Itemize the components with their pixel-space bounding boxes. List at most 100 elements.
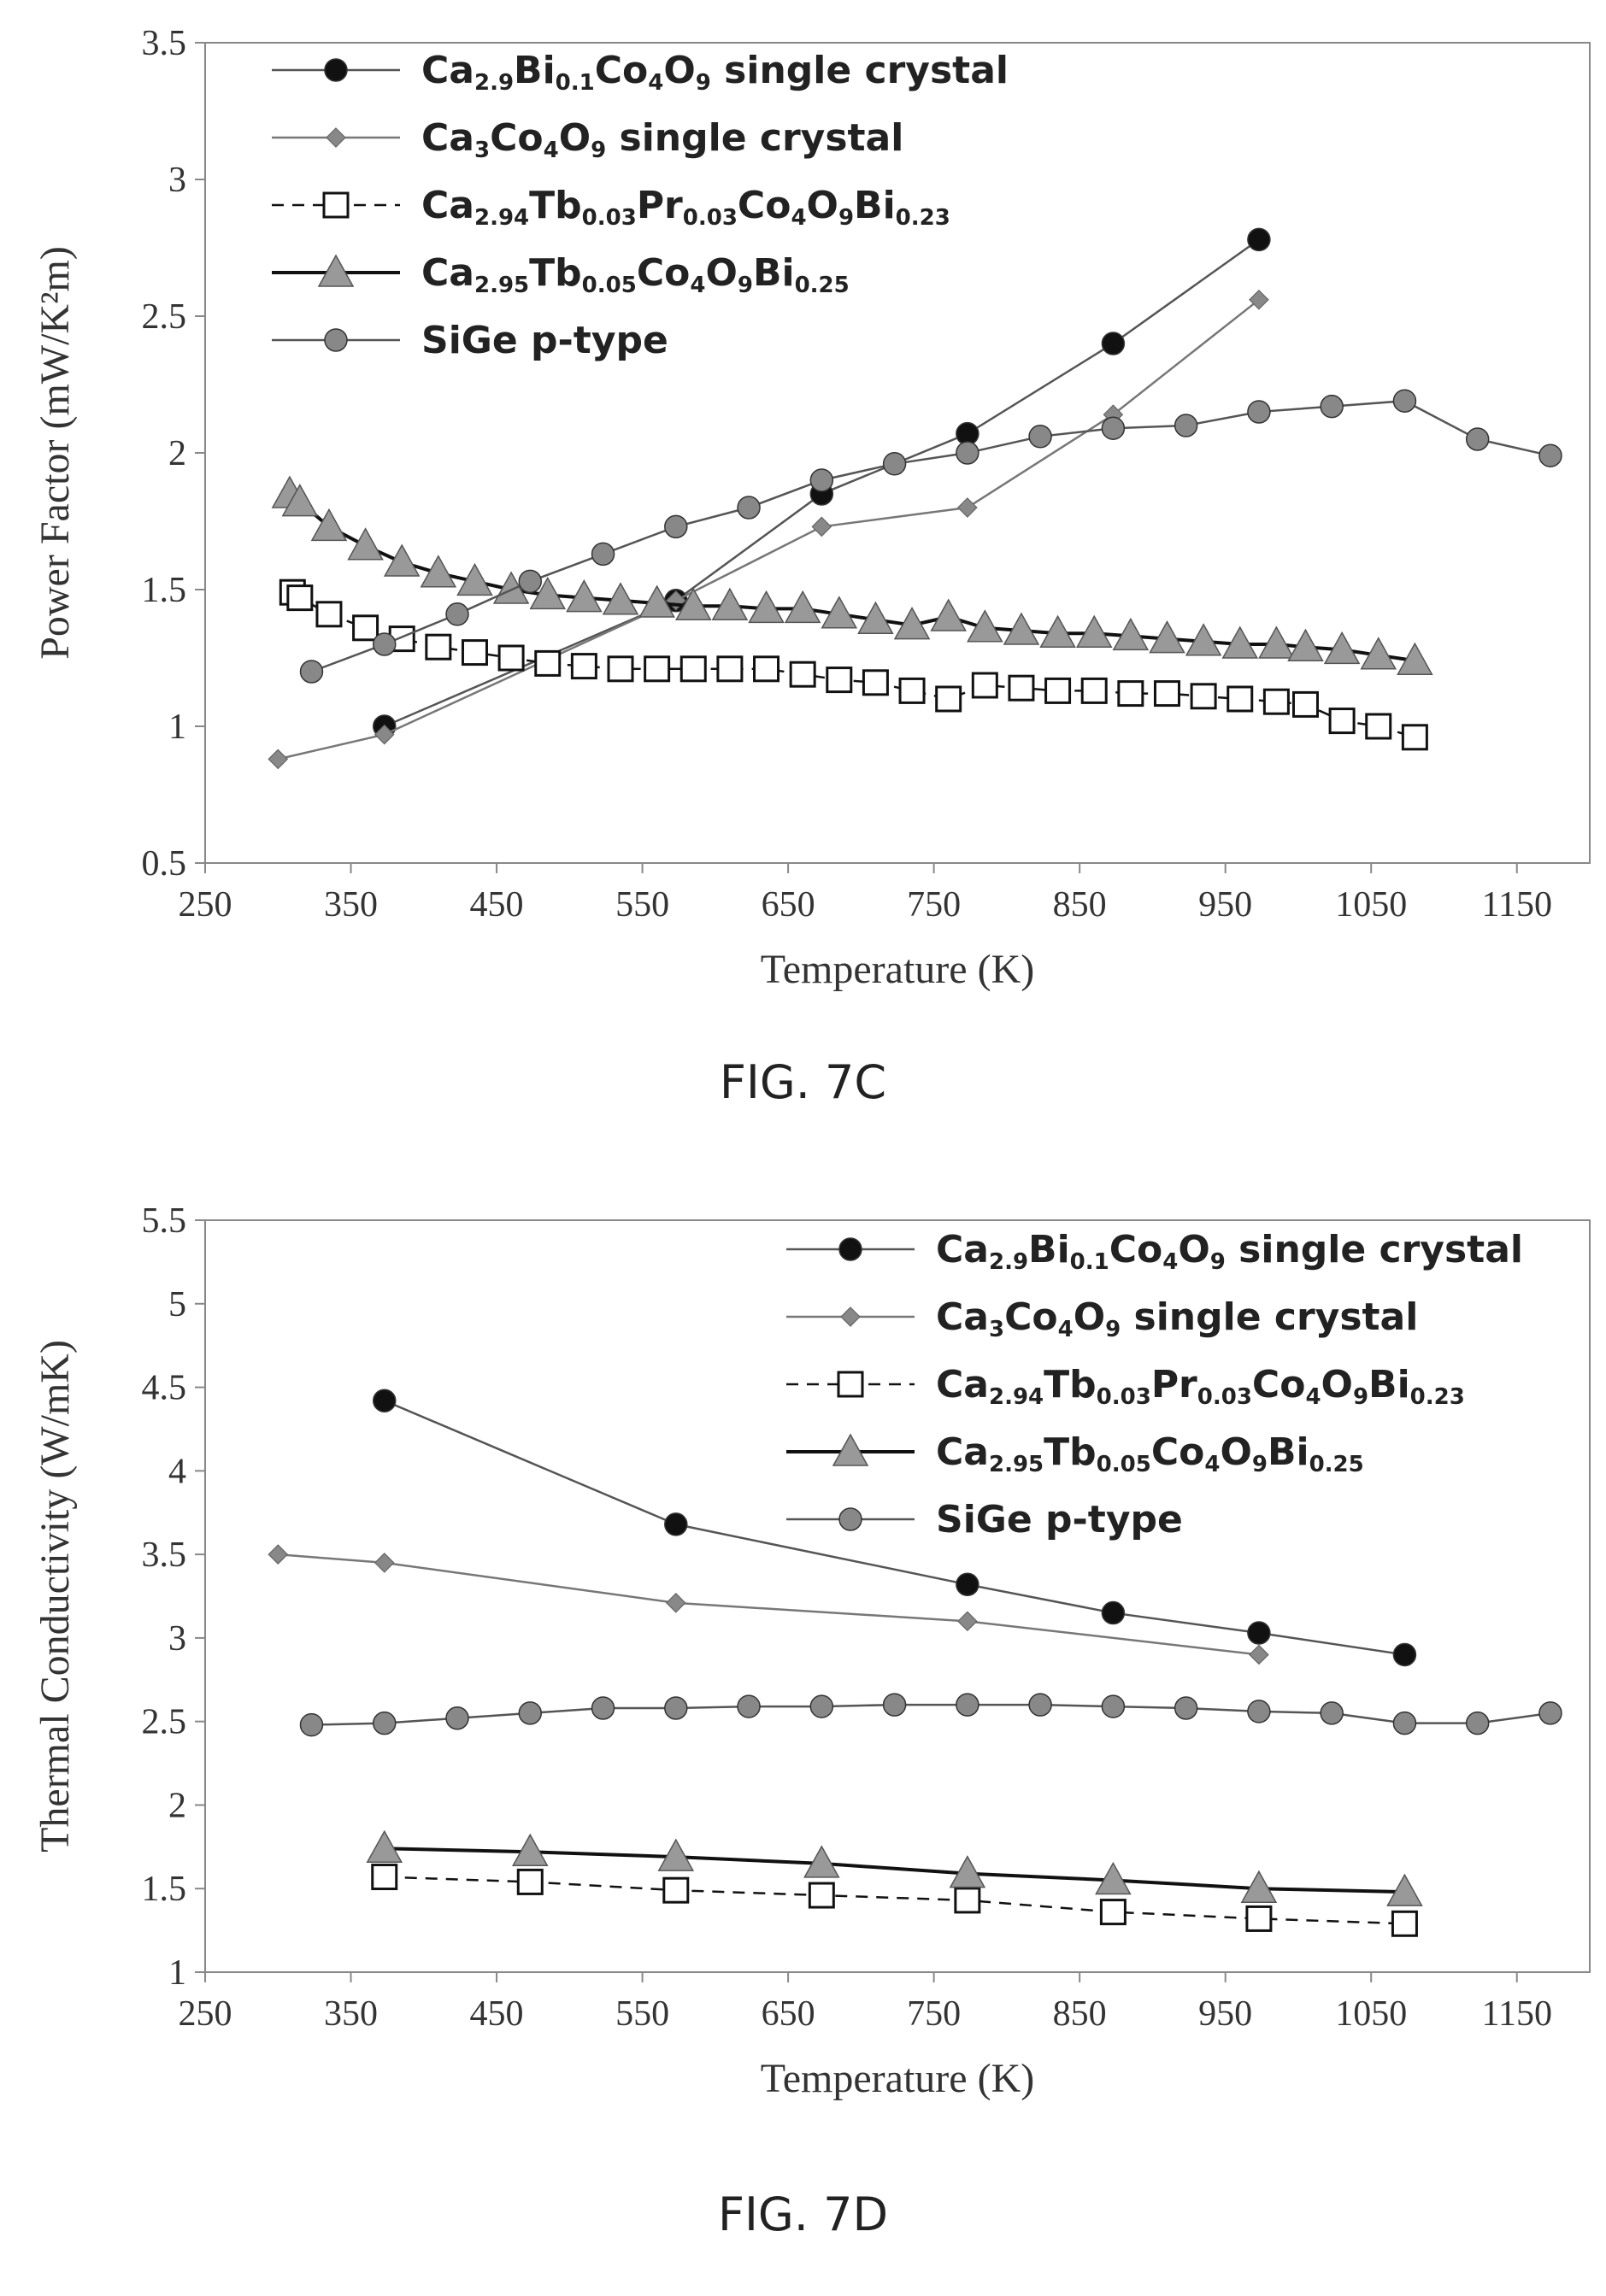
data-point bbox=[664, 1696, 688, 1720]
series-line bbox=[288, 492, 1415, 663]
data-point bbox=[347, 527, 384, 561]
data-point bbox=[445, 1706, 469, 1730]
data-point bbox=[857, 601, 894, 634]
y-tick-label: 1 bbox=[168, 708, 186, 747]
data-point bbox=[1392, 389, 1417, 413]
legend-entry: Ca2.95Tb0.05Co4O9Bi0.25 bbox=[421, 251, 850, 298]
data-point bbox=[352, 614, 379, 642]
legend-marker bbox=[840, 1307, 861, 1327]
data-point bbox=[1258, 625, 1295, 659]
data-point bbox=[299, 660, 324, 684]
series-line bbox=[384, 1847, 1405, 1894]
data-point bbox=[310, 508, 348, 542]
data-point bbox=[930, 598, 967, 631]
y-tick-label: 3 bbox=[168, 161, 186, 200]
y-axis-label: Thermal Conductivity (W/mK) bbox=[32, 1340, 78, 1853]
x-tick-label: 550 bbox=[615, 885, 669, 925]
data-point bbox=[1328, 708, 1356, 735]
data-point bbox=[1095, 1861, 1132, 1895]
series-line bbox=[311, 1703, 1551, 1726]
x-axis-label: Temperature (K) bbox=[761, 2056, 1034, 2101]
data-point bbox=[1247, 1621, 1271, 1645]
data-point bbox=[371, 1864, 398, 1891]
data-point bbox=[956, 441, 979, 465]
data-point bbox=[1227, 685, 1254, 713]
legend-marker bbox=[326, 127, 346, 148]
data-point bbox=[1080, 677, 1108, 704]
data-point bbox=[1247, 227, 1271, 252]
legend-marker bbox=[324, 328, 348, 352]
x-tick-label: 550 bbox=[615, 1994, 669, 2034]
y-tick-label: 3.5 bbox=[142, 1536, 187, 1575]
data-point bbox=[949, 1855, 986, 1888]
series-2 bbox=[279, 578, 1428, 751]
data-point bbox=[662, 1876, 690, 1904]
legend-entry: SiGe p-type bbox=[421, 319, 668, 362]
data-point bbox=[1174, 414, 1198, 437]
data-point bbox=[1240, 1870, 1278, 1903]
data-point bbox=[957, 497, 978, 518]
figure-7c-panel: 250 350 450 550 650 750 850 950 1050 1150 0.5 1 1.5 2… bbox=[32, 24, 1591, 1109]
x-tick-label: 450 bbox=[470, 885, 524, 925]
series-4 bbox=[299, 389, 1562, 684]
y-axis-label: Power Factor (mW/K²m) bbox=[32, 246, 78, 660]
data-point bbox=[286, 584, 314, 612]
data-point bbox=[1174, 1696, 1198, 1720]
y-tick-label: 2.5 bbox=[142, 1703, 187, 1742]
legend-marker bbox=[317, 254, 355, 287]
data-point bbox=[803, 1845, 840, 1878]
y-tick-label: 2 bbox=[168, 434, 186, 473]
data-point bbox=[1008, 674, 1035, 702]
data-point bbox=[516, 1868, 544, 1895]
series-line bbox=[311, 399, 1551, 673]
legend-entry: Ca3Co4O9 single crystal bbox=[421, 116, 903, 163]
data-point bbox=[492, 571, 530, 604]
data-point bbox=[784, 590, 821, 624]
legend: Ca2.9Bi0.1Co4O9 single crystal Ca3Co4O9 s… bbox=[272, 49, 1009, 362]
data-point bbox=[954, 1887, 981, 1914]
data-point bbox=[591, 542, 615, 567]
data-point bbox=[1247, 400, 1271, 424]
data-point bbox=[811, 516, 832, 537]
data-point bbox=[1320, 394, 1344, 419]
x-tick-label: 1050 bbox=[1335, 885, 1407, 925]
data-point bbox=[664, 514, 688, 539]
legend-marker bbox=[322, 191, 350, 219]
legend: Ca2.9Bi0.1Co4O9 single crystal Ca3Co4O9 s… bbox=[786, 1228, 1523, 1541]
y-tick-label: 5 bbox=[168, 1285, 186, 1324]
x-tick-label: 950 bbox=[1198, 885, 1252, 925]
data-point bbox=[1465, 1711, 1490, 1735]
data-point bbox=[809, 468, 834, 492]
figure-7d-panel: 250 350 450 550 650 750 850 950 1050 1150 1 1.5 2 2.5… bbox=[0, 1179, 1606, 2296]
y-tick-label: 4 bbox=[168, 1452, 186, 1491]
data-point bbox=[664, 1512, 688, 1536]
x-tick-label: 1150 bbox=[1482, 1994, 1552, 2034]
x-tick-label: 1050 bbox=[1335, 1994, 1407, 2034]
data-point bbox=[497, 644, 525, 672]
data-point bbox=[1101, 1694, 1126, 1718]
data-point bbox=[445, 602, 469, 626]
data-point bbox=[1149, 620, 1185, 654]
data-point bbox=[898, 677, 926, 704]
data-point bbox=[1392, 1711, 1417, 1735]
series-0 bbox=[372, 1389, 1417, 1667]
data-point bbox=[281, 484, 319, 517]
data-point bbox=[737, 1694, 761, 1718]
data-point bbox=[638, 584, 675, 618]
y-tick-label: 1.5 bbox=[142, 571, 187, 610]
series-line bbox=[384, 1400, 1405, 1656]
y-tick-label: 5.5 bbox=[142, 1201, 187, 1241]
x-tick-label: 350 bbox=[324, 885, 378, 925]
x-tick-label: 950 bbox=[1198, 1994, 1252, 2034]
data-point bbox=[1538, 443, 1562, 467]
data-point bbox=[372, 632, 397, 656]
data-point bbox=[1003, 612, 1040, 645]
data-point bbox=[268, 1544, 289, 1565]
data-point bbox=[1320, 1701, 1344, 1725]
data-point bbox=[570, 653, 597, 680]
data-point bbox=[1185, 623, 1222, 656]
data-point bbox=[1360, 637, 1397, 670]
data-point bbox=[893, 607, 931, 640]
data-point bbox=[1386, 1873, 1423, 1906]
data-point bbox=[372, 1389, 397, 1412]
